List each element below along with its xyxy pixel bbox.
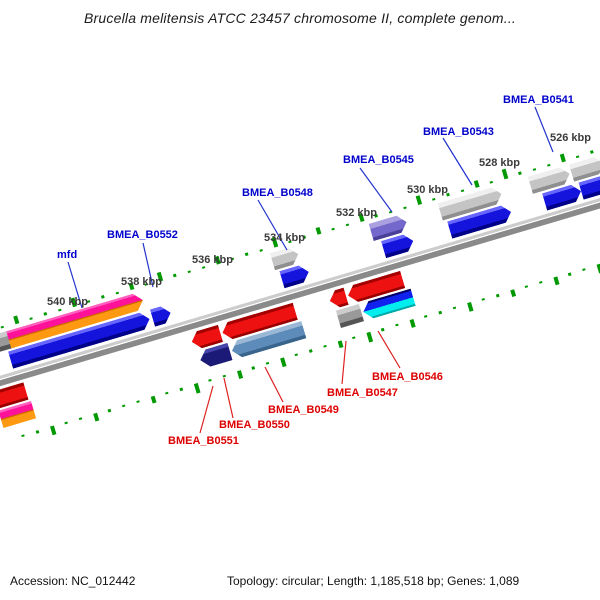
gene-label-BMEA_B0550[interactable]: BMEA_B0550 (219, 419, 290, 431)
gene-label-BMEA_B0551[interactable]: BMEA_B0551 (168, 435, 239, 447)
tick-label-538: 538 kbp (121, 276, 162, 288)
gene-label-BMEA_B0541[interactable]: BMEA_B0541 (503, 94, 574, 106)
gene-label-BMEA_B0543[interactable]: BMEA_B0543 (423, 126, 494, 138)
gene-label-mfd[interactable]: mfd (57, 249, 78, 261)
gene-label-BMEA_B0546[interactable]: BMEA_B0546 (372, 371, 443, 383)
gene-label-BMEA_B0549[interactable]: BMEA_B0549 (268, 404, 339, 416)
gene-label-BMEA_B0552[interactable]: BMEA_B0552 (107, 229, 178, 241)
gene-label-BMEA_B0548[interactable]: BMEA_B0548 (242, 187, 313, 199)
tick-label-526: 526 kbp (550, 132, 591, 144)
tick-label-534: 534 kbp (264, 232, 305, 244)
tick-label-532: 532 kbp (336, 207, 377, 219)
tick-label-530: 530 kbp (407, 184, 448, 196)
gene-label-BMEA_B0545[interactable]: BMEA_B0545 (343, 154, 414, 166)
footer-topology: Topology: circular; Length: 1,185,518 bp… (227, 574, 520, 588)
gene-label-BMEA_B0547[interactable]: BMEA_B0547 (327, 387, 398, 399)
tick-label-540: 540 kbp (47, 296, 88, 308)
tick-label-528: 528 kbp (479, 157, 520, 169)
tick-label-536: 536 kbp (192, 254, 233, 266)
map-title: Brucella melitensis ATCC 23457 chromosom… (84, 10, 516, 26)
footer-accession: Accession: NC_012442 (10, 574, 136, 588)
